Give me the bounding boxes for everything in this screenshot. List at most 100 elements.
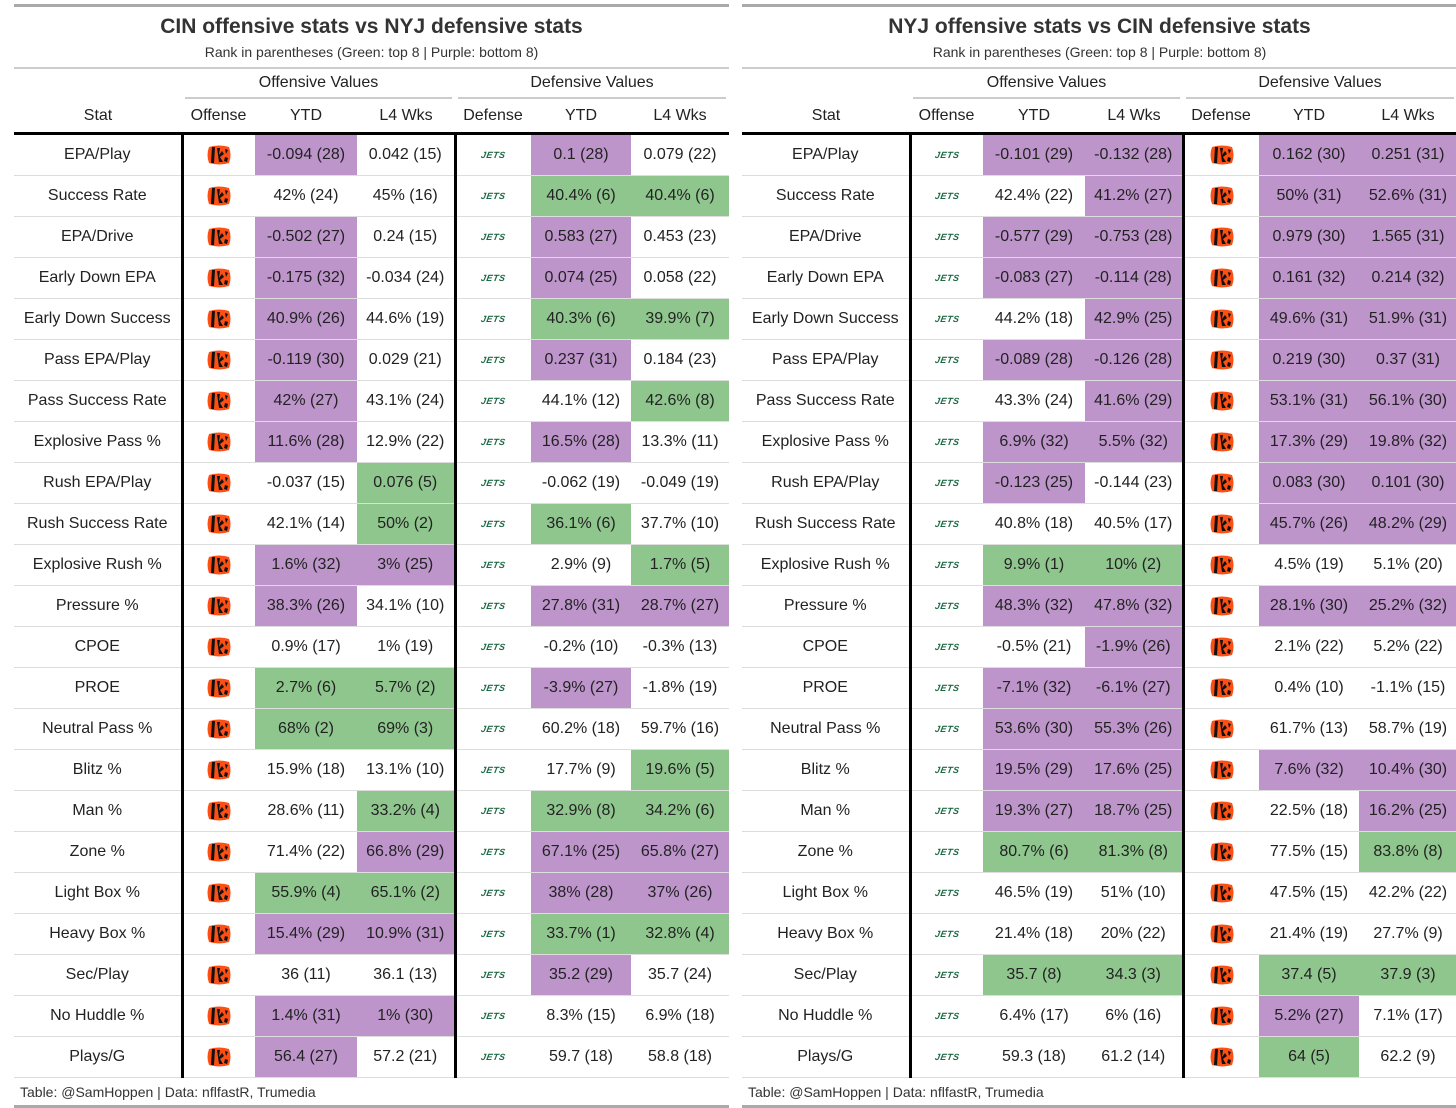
- column-header-def-ytd: YTD: [531, 99, 631, 135]
- jets-logo-icon: JETS: [934, 354, 961, 365]
- stat-name: Zone %: [742, 831, 910, 873]
- jets-logo-icon: JETS: [480, 682, 507, 693]
- defense-l4-cell: 58.7% (19): [1359, 708, 1456, 750]
- table-row: CPOE 0.9% (17) 1% (19) JETS -0.2% (10) -0.3% …: [14, 626, 729, 668]
- defense-l4-cell: 1.565 (31): [1359, 216, 1456, 258]
- bengals-logo-icon: [206, 391, 232, 411]
- jets-logo-icon: JETS: [480, 641, 507, 652]
- defense-team-cell: JETS: [453, 667, 531, 709]
- offense-team-cell: [180, 133, 255, 176]
- defense-l4-cell: 58.8 (18): [631, 1036, 729, 1078]
- table-row: Rush EPA/Play JETS -0.123 (25) -0.144 (23) 0…: [742, 462, 1456, 504]
- table-row: Explosive Pass % JETS 6.9% (32) 5.5% (32) 17…: [742, 421, 1456, 463]
- offense-team-cell: JETS: [908, 1036, 983, 1078]
- table-row: Heavy Box % 15.4% (29) 10.9% (31) JETS 33.7%…: [14, 913, 729, 955]
- defense-l4-cell: 5.1% (20): [1359, 544, 1456, 586]
- defense-ytd-cell: 8.3% (15): [531, 995, 631, 1037]
- table-row: Neutral Pass % 68% (2) 69% (3) JETS 60.2% (1…: [14, 708, 729, 750]
- offense-ytd-cell: 46.5% (19): [983, 872, 1085, 914]
- defense-ytd-cell: 40.3% (6): [531, 298, 631, 340]
- jets-logo-icon: JETS: [480, 928, 507, 939]
- bengals-logo-icon: [206, 678, 232, 698]
- bengals-logo-icon: [1209, 1006, 1235, 1026]
- defense-team-cell: JETS: [453, 831, 531, 873]
- defense-l4-cell: 35.7 (24): [631, 954, 729, 996]
- offense-l4-cell: 69% (3): [357, 708, 455, 750]
- bengals-logo-icon: [1209, 309, 1235, 329]
- bengals-logo-icon: [206, 1006, 232, 1026]
- defense-team-cell: JETS: [453, 749, 531, 791]
- stat-name: Pass Success Rate: [14, 380, 182, 422]
- defense-team-cell: JETS: [453, 544, 531, 586]
- defense-l4-cell: 37.9 (3): [1359, 954, 1456, 996]
- offense-team-cell: JETS: [908, 585, 983, 627]
- offense-l4-cell: 61.2 (14): [1085, 1036, 1183, 1078]
- offense-team-cell: [180, 544, 255, 586]
- defense-l4-cell: 16.2% (25): [1359, 790, 1456, 832]
- offense-ytd-cell: 2.7% (6): [255, 667, 357, 709]
- defense-ytd-cell: 7.6% (32): [1259, 749, 1359, 791]
- table-row: Success Rate 42% (24) 45% (16) JETS 40.4% (6…: [14, 175, 729, 217]
- stat-name: Blitz %: [742, 749, 910, 791]
- bengals-logo-icon: [1209, 801, 1235, 821]
- stat-name: Rush Success Rate: [14, 503, 182, 545]
- bengals-logo-icon: [1209, 1047, 1235, 1067]
- column-header-off-l4: L4 Wks: [357, 99, 455, 135]
- defense-team-cell: JETS: [453, 298, 531, 340]
- defense-team-cell: JETS: [453, 995, 531, 1037]
- table-row: No Huddle % 1.4% (31) 1% (30) JETS 8.3% (15)…: [14, 995, 729, 1037]
- defense-l4-cell: 19.6% (5): [631, 749, 729, 791]
- offense-team-cell: [180, 462, 255, 504]
- offense-l4-cell: 20% (22): [1085, 913, 1183, 955]
- offense-team-cell: [180, 503, 255, 545]
- jets-logo-icon: JETS: [934, 395, 961, 406]
- defense-team-cell: [1181, 872, 1259, 914]
- stat-name: Explosive Rush %: [14, 544, 182, 586]
- defense-l4-cell: 62.2 (9): [1359, 1036, 1456, 1078]
- defense-team-cell: JETS: [453, 462, 531, 504]
- bengals-logo-icon: [206, 883, 232, 903]
- offense-l4-cell: 33.2% (4): [357, 790, 455, 832]
- defense-l4-cell: 51.9% (31): [1359, 298, 1456, 340]
- offense-ytd-cell: 42% (24): [255, 175, 357, 217]
- table-row: Pressure % 38.3% (26) 34.1% (10) JETS 27.8% …: [14, 585, 729, 627]
- offense-team-cell: [180, 708, 255, 750]
- offense-l4-cell: -0.144 (23): [1085, 462, 1183, 504]
- defense-ytd-cell: 27.8% (31): [531, 585, 631, 627]
- offense-team-cell: JETS: [908, 133, 983, 176]
- jets-logo-icon: JETS: [934, 764, 961, 775]
- table-row: Light Box % 55.9% (4) 65.1% (2) JETS 38% (28…: [14, 872, 729, 914]
- table-row: Neutral Pass % JETS 53.6% (30) 55.3% (26) 61…: [742, 708, 1456, 750]
- defense-l4-cell: 65.8% (27): [631, 831, 729, 873]
- table-row: Plays/G JETS 59.3 (18) 61.2 (14) 64 (5) 62.2 …: [742, 1036, 1456, 1078]
- stat-name: Explosive Pass %: [14, 421, 182, 463]
- defense-l4-cell: 39.9% (7): [631, 298, 729, 340]
- table-row: Explosive Rush % JETS 9.9% (1) 10% (2) 4.5% …: [742, 544, 1456, 586]
- defense-l4-cell: 48.2% (29): [1359, 503, 1456, 545]
- jets-logo-icon: JETS: [934, 1010, 961, 1021]
- offense-l4-cell: 55.3% (26): [1085, 708, 1183, 750]
- defense-ytd-cell: 16.5% (28): [531, 421, 631, 463]
- stat-name: Success Rate: [14, 175, 182, 217]
- defense-ytd-cell: -0.062 (19): [531, 462, 631, 504]
- defense-ytd-cell: 0.083 (30): [1259, 462, 1359, 504]
- offense-ytd-cell: 71.4% (22): [255, 831, 357, 873]
- table-row: PROE JETS -7.1% (32) -6.1% (27) 0.4% (10) -1.…: [742, 667, 1456, 709]
- defense-l4-cell: 0.058 (22): [631, 257, 729, 299]
- defense-team-cell: JETS: [453, 872, 531, 914]
- stat-name: Pass Success Rate: [742, 380, 910, 422]
- offense-ytd-cell: 80.7% (6): [983, 831, 1085, 873]
- defense-team-cell: [1181, 790, 1259, 832]
- defense-ytd-cell: 38% (28): [531, 872, 631, 914]
- stat-name: EPA/Play: [14, 133, 182, 176]
- bengals-logo-icon: [1209, 473, 1235, 493]
- stat-name: Rush Success Rate: [742, 503, 910, 545]
- stat-name: Pressure %: [742, 585, 910, 627]
- defense-team-cell: JETS: [453, 257, 531, 299]
- offense-l4-cell: 44.6% (19): [357, 298, 455, 340]
- bengals-logo-icon: [206, 965, 232, 985]
- offense-ytd-cell: -0.5% (21): [983, 626, 1085, 668]
- stat-name: Neutral Pass %: [742, 708, 910, 750]
- stat-name: No Huddle %: [742, 995, 910, 1037]
- jets-logo-icon: JETS: [934, 149, 961, 160]
